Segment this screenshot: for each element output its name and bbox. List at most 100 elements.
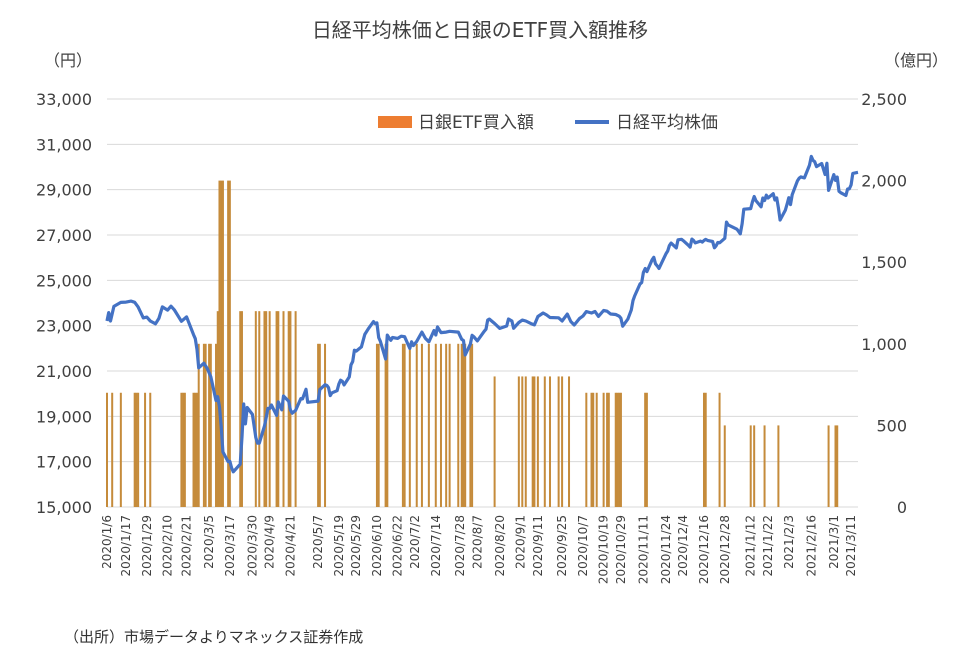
x-tick-label: 2020/5/7: [311, 515, 325, 569]
etf-bar: [521, 376, 524, 507]
x-tick-label: 2020/5/29: [349, 515, 363, 577]
x-tick-label: 2020/7/2: [408, 515, 422, 569]
etf-bar: [723, 425, 726, 507]
etf-bar: [427, 343, 430, 507]
etf-bar: [215, 343, 218, 507]
etf-bar: [448, 343, 451, 507]
etf-bar: [557, 376, 560, 507]
etf-bar: [561, 376, 564, 507]
etf-bar: [135, 392, 138, 507]
etf-bar: [614, 392, 617, 507]
legend-etf-swatch: [378, 116, 412, 128]
chart-title: 日経平均株価と日銀のETF買入額推移: [311, 18, 649, 42]
etf-bar: [618, 392, 621, 507]
etf-bar: [202, 343, 205, 507]
etf-bar: [401, 343, 404, 507]
etf-bar: [644, 392, 647, 507]
etf-bar: [137, 392, 140, 507]
etf-bar: [531, 376, 534, 507]
etf-bar: [619, 392, 622, 507]
etf-bar: [445, 343, 448, 507]
etf-bar: [220, 180, 223, 507]
etf-bar: [375, 343, 378, 507]
x-tick-label: 2021/1/12: [744, 515, 758, 577]
etf-bar: [616, 392, 619, 507]
etf-bar: [595, 392, 598, 507]
x-tick-label: 2021/2/3: [782, 515, 796, 569]
x-tick-label: 2021/2/16: [804, 515, 818, 577]
etf-bar: [836, 425, 839, 507]
etf-bar: [493, 376, 496, 507]
etf-bar: [517, 376, 520, 507]
x-tick-label: 2020/12/28: [718, 515, 732, 584]
left-tick-label: 23,000: [36, 317, 92, 336]
etf-bar: [182, 392, 185, 507]
legend: 日銀ETF買入額 日経平均株価: [378, 113, 718, 133]
etf-bar: [749, 425, 752, 507]
left-tick-label: 25,000: [36, 271, 92, 290]
etf-bar: [106, 392, 108, 507]
legend-nikkei-swatch: [575, 120, 609, 124]
etf-bar: [568, 376, 571, 507]
etf-bar: [753, 425, 756, 507]
gridlines: [107, 98, 858, 508]
left-tick-label: 31,000: [36, 135, 92, 154]
etf-bar: [183, 392, 186, 507]
x-tick-label: 2020/8/20: [493, 515, 507, 577]
etf-bar: [602, 392, 605, 507]
etf-bar: [469, 343, 472, 507]
right-tick-label: 1,000: [861, 335, 907, 354]
etf-bar: [208, 343, 211, 507]
etf-bar: [386, 343, 389, 507]
etf-bar: [216, 311, 219, 507]
x-tick-label: 2020/3/17: [223, 515, 237, 577]
etf-bar: [403, 343, 406, 507]
etf-bar: [460, 343, 463, 507]
etf-bar: [606, 392, 609, 507]
left-tick-label: 27,000: [36, 226, 92, 245]
etf-bar: [239, 311, 242, 507]
etf-bar: [197, 343, 200, 507]
etf-bar: [590, 392, 593, 507]
etf-bar: [195, 392, 198, 507]
x-tick-label: 2020/3/5: [202, 515, 216, 569]
etf-bar: [408, 343, 411, 507]
etf-bars: [106, 180, 839, 507]
nikkei-line-group: [105, 154, 859, 474]
etf-bar: [548, 376, 551, 507]
x-tick-label: 2020/1/6: [100, 515, 114, 569]
legend-etf-label: 日銀ETF買入額: [418, 113, 534, 133]
etf-bar: [258, 311, 261, 507]
x-tick-label: 2020/8/7: [470, 515, 484, 569]
x-tick-label: 2020/7/14: [429, 515, 443, 577]
x-tick-label: 2020/1/29: [140, 515, 154, 577]
x-tick-label: 2020/1/17: [119, 515, 133, 577]
etf-bar: [645, 392, 648, 507]
etf-bar: [324, 343, 327, 507]
etf-bar: [227, 180, 230, 507]
etf-bar: [718, 392, 721, 507]
etf-bar: [543, 376, 546, 507]
left-tick-label: 33,000: [36, 90, 92, 109]
etf-bar: [384, 343, 387, 507]
etf-bar: [439, 343, 442, 507]
etf-bar: [777, 425, 780, 507]
x-tick-label: 2020/3/30: [245, 515, 259, 577]
etf-bar: [471, 343, 474, 507]
etf-bar: [282, 311, 285, 507]
x-tick-label: 2020/12/4: [676, 515, 690, 577]
left-tick-label: 29,000: [36, 181, 92, 200]
etf-bar: [218, 180, 221, 507]
right-tick-label: 0: [897, 498, 907, 517]
x-tick-label: 2020/6/22: [391, 515, 405, 577]
etf-bar: [592, 392, 595, 507]
x-tick-label: 2020/11/11: [636, 515, 650, 584]
etf-bar: [704, 392, 707, 507]
left-tick-label: 19,000: [36, 407, 92, 426]
x-tick-label: 2020/11/24: [659, 515, 673, 584]
etf-bar: [119, 392, 122, 507]
etf-bar: [462, 343, 465, 507]
x-tick-label: 2020/9/1: [514, 515, 528, 569]
nikkei-line: [105, 154, 859, 474]
etf-bar: [763, 425, 766, 507]
